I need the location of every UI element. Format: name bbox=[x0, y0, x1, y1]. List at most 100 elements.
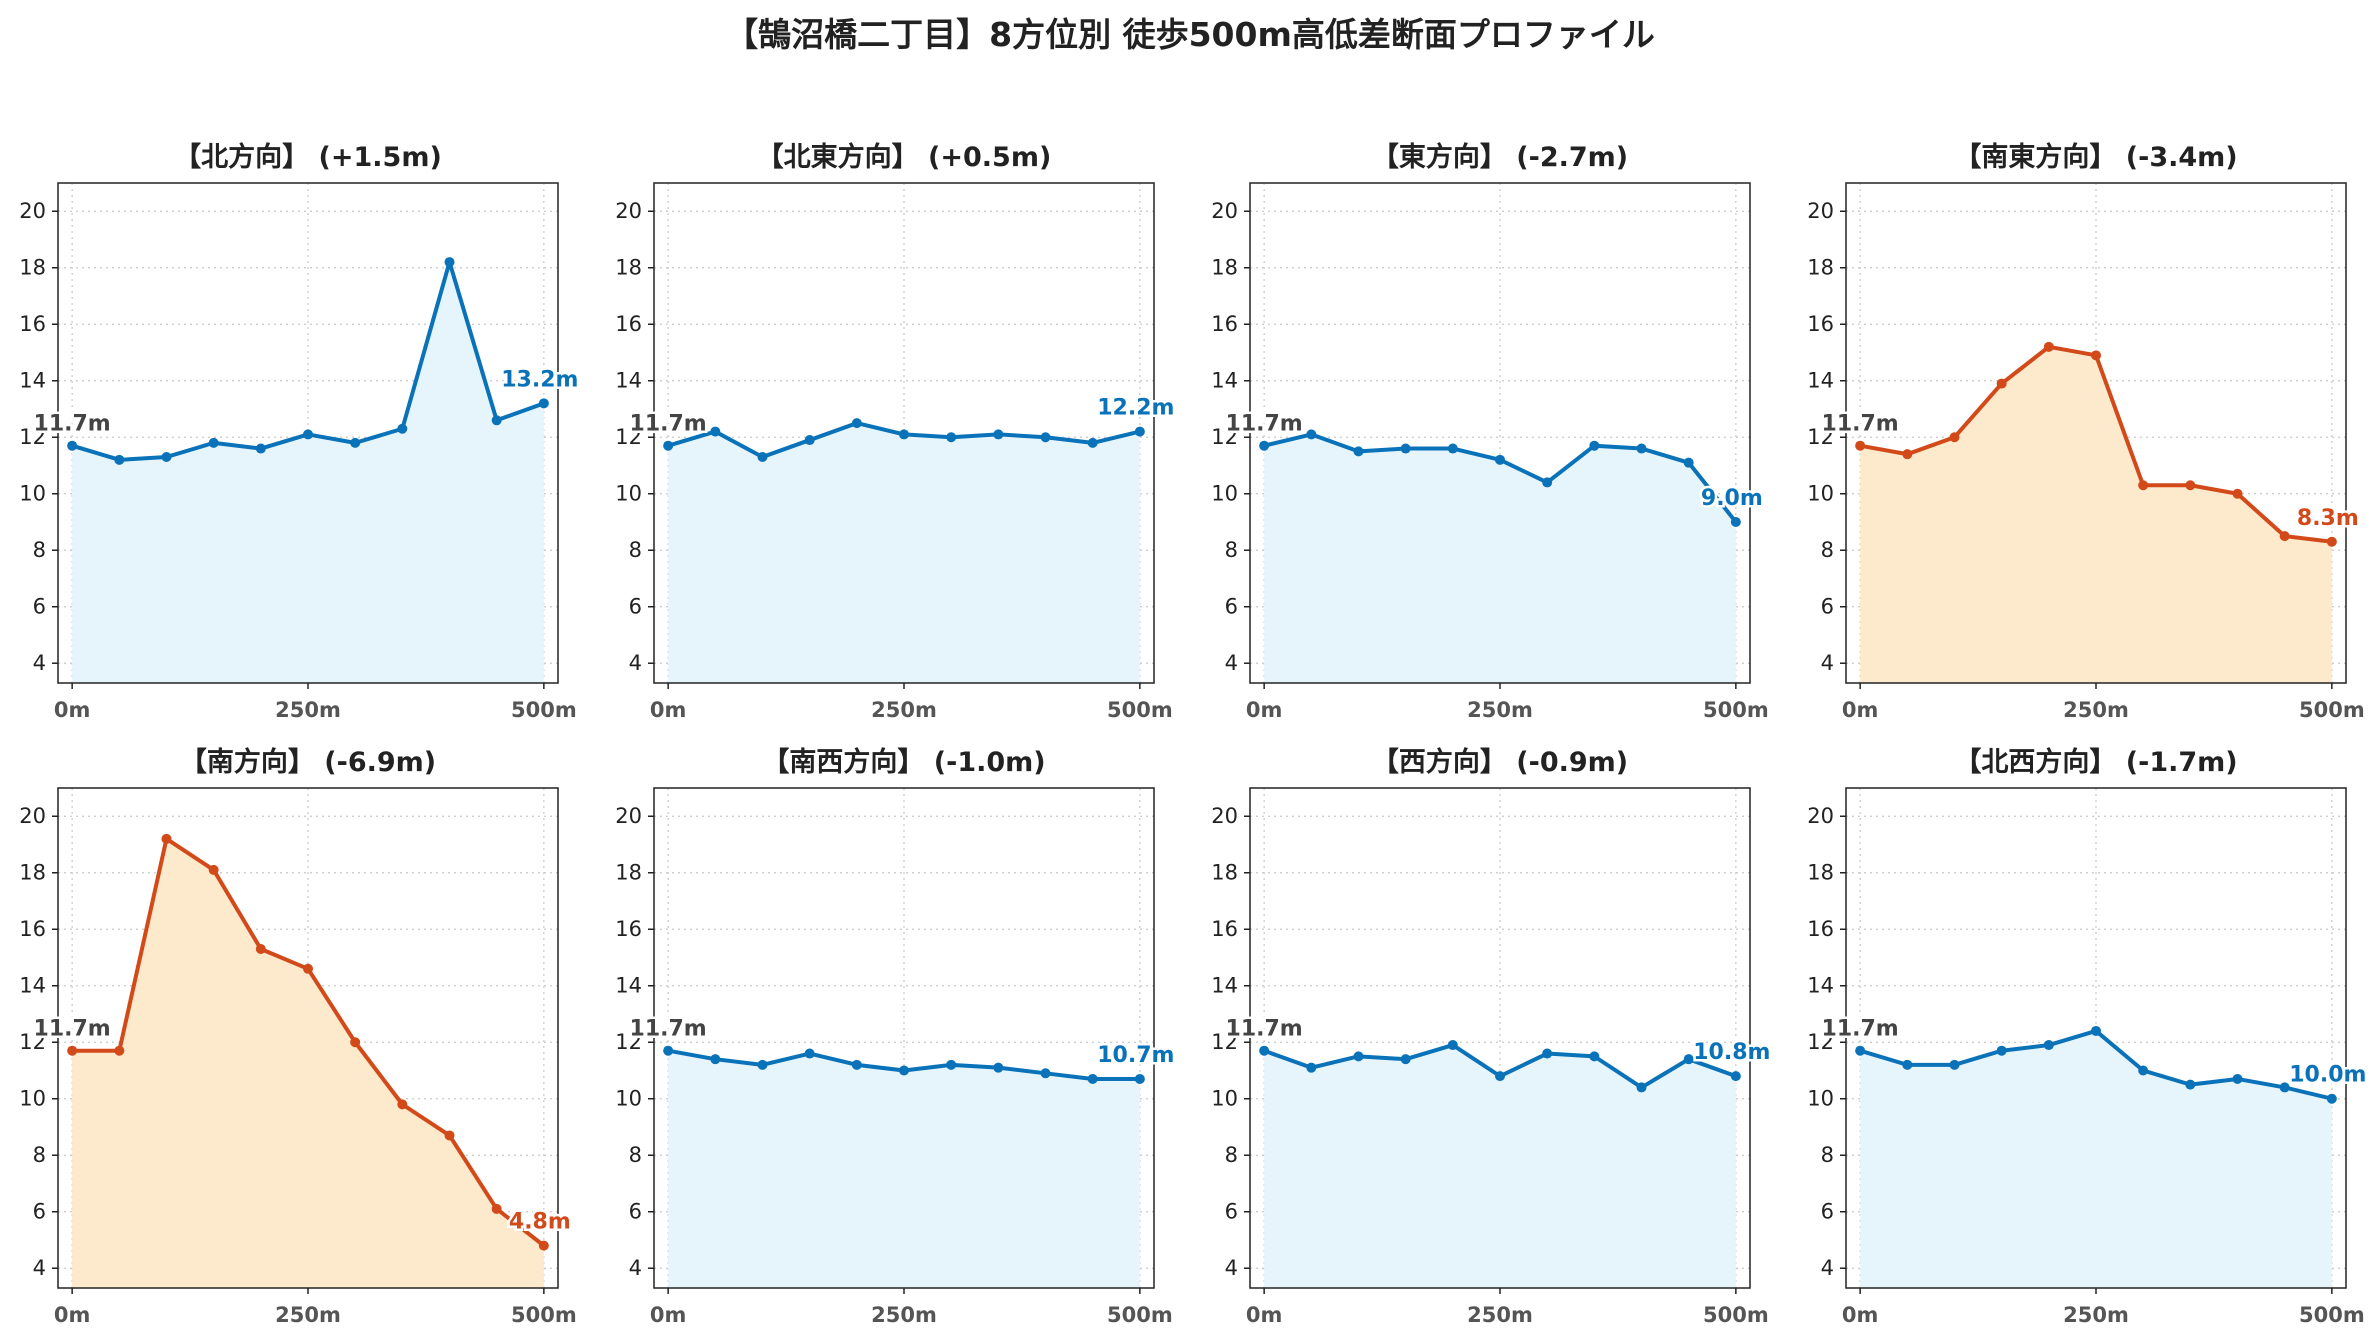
y-tick-label: 8 bbox=[33, 538, 46, 562]
data-point-350m bbox=[1589, 1051, 1600, 1062]
y-tick-label: 6 bbox=[629, 595, 642, 619]
y-tick-label: 10 bbox=[19, 1087, 46, 1111]
data-point-500m bbox=[538, 1240, 549, 1251]
data-point-500m bbox=[1730, 516, 1741, 527]
data-point-100m bbox=[1353, 1051, 1364, 1062]
y-tick-label: 12 bbox=[1211, 425, 1238, 449]
data-point-250m bbox=[1495, 1071, 1505, 1082]
x-tick-label: 250m bbox=[1467, 698, 1533, 722]
end-label: 4.8m bbox=[509, 1210, 571, 1235]
x-tick-label: 0m bbox=[650, 1303, 687, 1327]
y-tick-label: 14 bbox=[1807, 369, 1834, 393]
x-tick-label: 0m bbox=[54, 1303, 91, 1327]
data-point-250m bbox=[1495, 454, 1505, 465]
data-point-200m bbox=[255, 443, 266, 454]
y-tick-label: 12 bbox=[615, 1030, 642, 1054]
data-point-250m bbox=[303, 429, 313, 440]
data-point-200m bbox=[1447, 1040, 1458, 1051]
data-point-500m bbox=[538, 398, 549, 409]
data-point-100m bbox=[1949, 1059, 1960, 1070]
x-tick-label: 250m bbox=[871, 1303, 937, 1327]
data-point-50m bbox=[1902, 1059, 1913, 1070]
data-point-0m bbox=[1259, 1045, 1270, 1056]
data-point-50m bbox=[1902, 449, 1913, 460]
y-tick-label: 6 bbox=[629, 1200, 642, 1224]
data-point-300m bbox=[350, 437, 361, 448]
end-label: 10.8m bbox=[1693, 1040, 1770, 1065]
y-tick-label: 14 bbox=[19, 974, 46, 998]
data-point-0m bbox=[1259, 440, 1270, 451]
data-point-400m bbox=[1636, 1082, 1647, 1093]
y-tick-label: 16 bbox=[19, 312, 46, 336]
y-tick-label: 18 bbox=[1807, 256, 1834, 280]
data-point-300m bbox=[1542, 477, 1553, 488]
y-tick-label: 6 bbox=[33, 1200, 46, 1224]
y-tick-label: 8 bbox=[33, 1143, 46, 1167]
start-label: 11.7m bbox=[1822, 1017, 1899, 1042]
y-tick-label: 18 bbox=[1211, 861, 1238, 885]
panel-1: 【北方向】 (+1.5m) 4 6 8 10 12 14 16 18 20 0m 250m 500m 11… bbox=[19, 141, 581, 722]
y-tick-label: 8 bbox=[1225, 538, 1238, 562]
end-label: 8.3m bbox=[2297, 506, 2359, 531]
data-point-50m bbox=[114, 1045, 125, 1056]
panel-title: 【北方向】 (+1.5m) bbox=[174, 141, 442, 173]
data-point-250m bbox=[303, 963, 313, 974]
x-tick-label: 0m bbox=[1246, 698, 1283, 722]
data-point-50m bbox=[1306, 429, 1317, 440]
data-point-100m bbox=[1353, 446, 1364, 457]
y-tick-label: 18 bbox=[19, 256, 46, 280]
x-tick-label: 250m bbox=[1467, 1303, 1533, 1327]
data-point-200m bbox=[255, 944, 266, 955]
data-point-350m bbox=[2185, 1079, 2196, 1090]
y-tick-label: 14 bbox=[1211, 974, 1238, 998]
x-tick-label: 250m bbox=[2063, 698, 2129, 722]
data-point-300m bbox=[350, 1037, 361, 1048]
data-point-300m bbox=[2138, 1065, 2149, 1076]
data-point-50m bbox=[114, 454, 125, 465]
panel-title: 【東方向】 (-2.7m) bbox=[1372, 141, 1628, 173]
x-tick-label: 0m bbox=[650, 698, 687, 722]
data-point-400m bbox=[444, 1130, 455, 1141]
y-tick-label: 8 bbox=[629, 538, 642, 562]
data-point-50m bbox=[710, 1054, 721, 1065]
y-tick-label: 12 bbox=[19, 425, 46, 449]
y-tick-label: 10 bbox=[615, 1087, 642, 1111]
y-tick-label: 12 bbox=[19, 1030, 46, 1054]
x-tick-label: 500m bbox=[511, 1303, 577, 1327]
data-point-250m bbox=[2091, 1025, 2101, 1036]
area-fill bbox=[1860, 1030, 2332, 1288]
data-point-300m bbox=[946, 432, 957, 443]
y-tick-label: 10 bbox=[1211, 482, 1238, 506]
data-point-400m bbox=[2232, 488, 2243, 499]
data-point-200m bbox=[1447, 443, 1458, 454]
end-label: 9.0m bbox=[1701, 486, 1763, 511]
area-fill bbox=[72, 838, 544, 1288]
y-tick-label: 6 bbox=[1821, 1200, 1834, 1224]
data-point-200m bbox=[2043, 341, 2054, 352]
y-tick-label: 20 bbox=[1807, 199, 1834, 223]
x-tick-label: 250m bbox=[2063, 1303, 2129, 1327]
data-point-450m bbox=[491, 415, 502, 426]
y-tick-label: 10 bbox=[1211, 1087, 1238, 1111]
panel-7: 【西方向】 (-0.9m) 4 6 8 10 12 14 16 18 20 0m 250m 500m 11… bbox=[1211, 746, 1773, 1327]
x-tick-label: 500m bbox=[2299, 1303, 2365, 1327]
data-point-50m bbox=[1306, 1062, 1317, 1073]
y-tick-label: 4 bbox=[629, 1256, 642, 1280]
y-tick-label: 16 bbox=[1211, 312, 1238, 336]
start-label: 11.7m bbox=[630, 1017, 707, 1042]
data-point-0m bbox=[67, 440, 78, 451]
data-point-250m bbox=[899, 429, 909, 440]
panel-title: 【北東方向】 (+0.5m) bbox=[757, 141, 1052, 173]
x-tick-label: 250m bbox=[871, 698, 937, 722]
data-point-0m bbox=[663, 440, 674, 451]
y-tick-label: 4 bbox=[1225, 1256, 1238, 1280]
end-label: 12.2m bbox=[1097, 396, 1174, 421]
data-point-200m bbox=[851, 418, 862, 429]
data-point-400m bbox=[1040, 1068, 1051, 1079]
y-tick-label: 16 bbox=[1807, 917, 1834, 941]
y-tick-label: 10 bbox=[1807, 482, 1834, 506]
data-point-150m bbox=[1996, 1045, 2007, 1056]
x-tick-label: 500m bbox=[511, 698, 577, 722]
data-point-150m bbox=[804, 435, 815, 446]
y-tick-label: 16 bbox=[1807, 312, 1834, 336]
